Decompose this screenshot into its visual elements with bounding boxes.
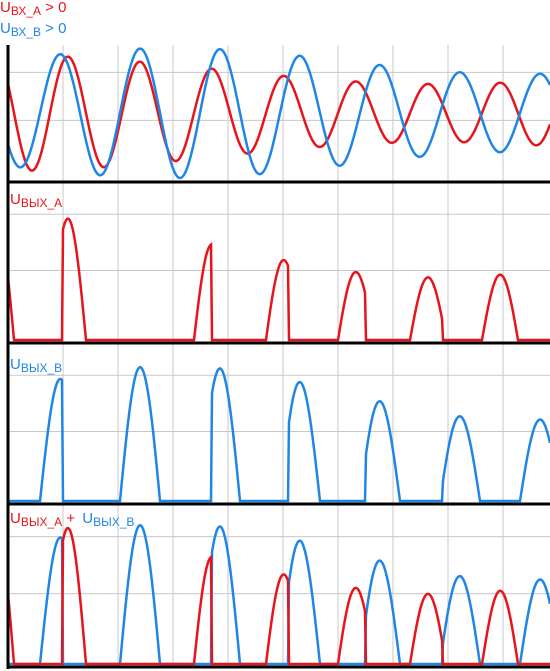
panel-label: UВЫХ_B [10, 356, 62, 375]
label-sub: ВЫХ_B [21, 361, 62, 375]
label-sub: ВЫХ_B [93, 515, 134, 529]
waveform [6, 55, 550, 172]
panel-label: UВХ_B > 0 [0, 20, 66, 39]
waveform [6, 526, 550, 666]
label-sub: ВХ_A [11, 4, 41, 18]
waveform [6, 217, 550, 342]
panel-label: UВЫХ_A + [10, 510, 79, 529]
label-main: U [0, 20, 11, 37]
panel-label: UВЫХ_A [10, 191, 62, 210]
label-rest: > 0 [41, 0, 66, 16]
label-main: U [82, 510, 93, 527]
label-main: U [10, 191, 21, 208]
label-sub: ВХ_B [11, 25, 41, 39]
label-main: U [10, 510, 21, 527]
panel-label: UВХ_A > 0 [0, 0, 66, 18]
waveform [8, 365, 550, 503]
panel-label: UВЫХ_B [82, 510, 134, 529]
label-rest: > 0 [41, 20, 66, 37]
label-main: U [0, 0, 11, 16]
label-main: U [10, 356, 21, 373]
waveform [8, 523, 550, 666]
label-rest: + [62, 510, 79, 527]
waveform [6, 47, 550, 180]
label-sub: ВЫХ_A [21, 515, 62, 529]
label-sub: ВЫХ_A [21, 196, 62, 210]
